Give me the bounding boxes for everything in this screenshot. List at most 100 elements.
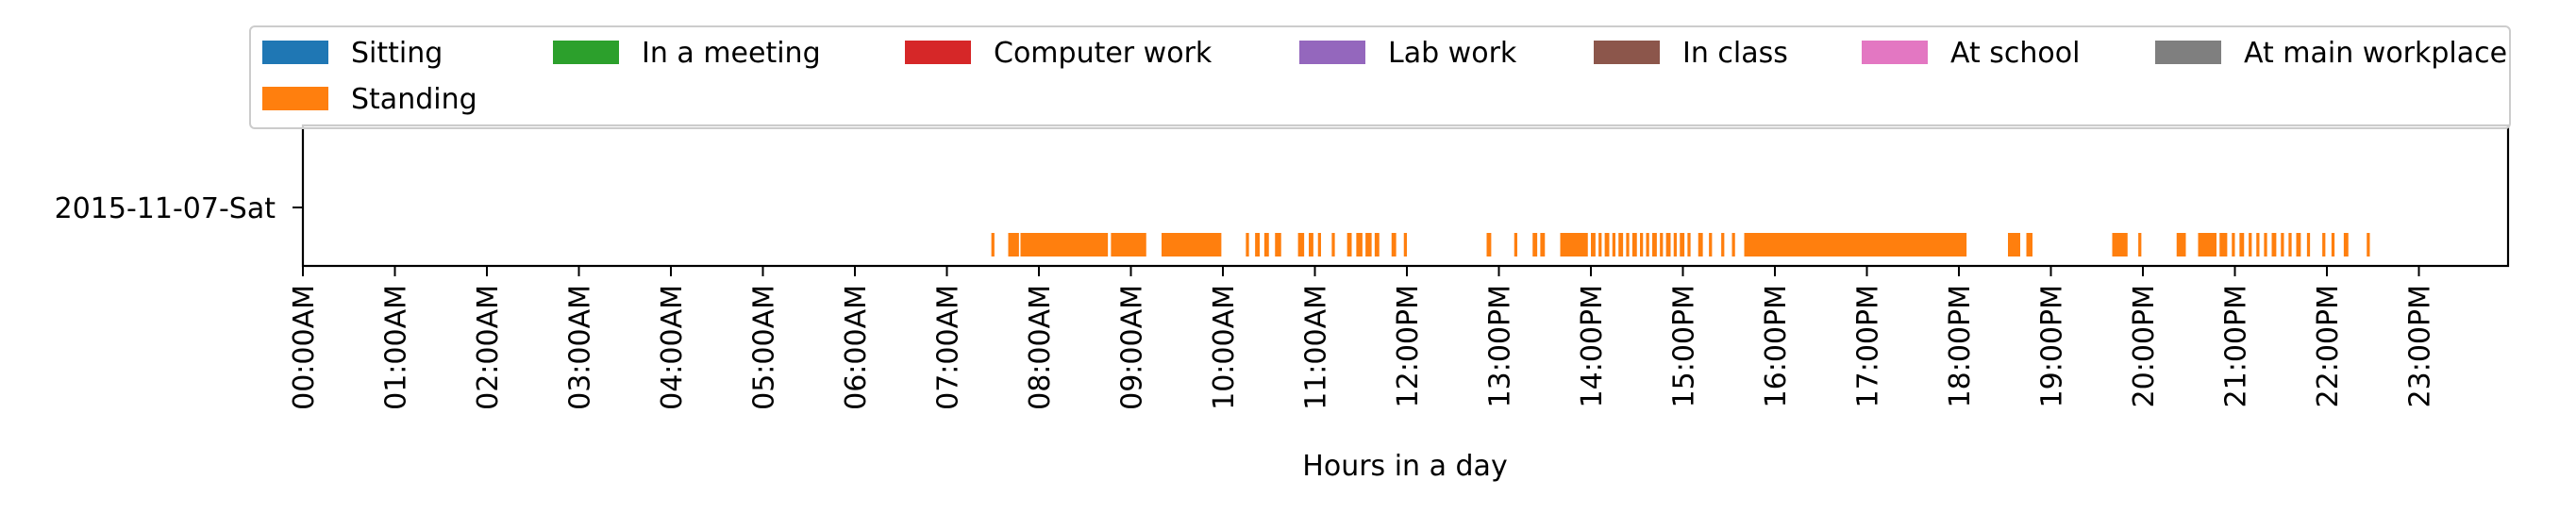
standing-interval-bar xyxy=(2343,233,2349,256)
x-tick-label: 08:00AM xyxy=(1024,285,1057,410)
standing-interval-bar xyxy=(2138,233,2142,256)
standing-interval-bar xyxy=(2296,233,2301,256)
legend-frame xyxy=(249,25,2511,129)
legend: Sitting In a meeting Computer work Lab work… xyxy=(249,25,2511,129)
standing-interval-bar xyxy=(1374,233,1380,256)
x-axis-label: Hours in a day xyxy=(1302,450,1507,483)
standing-interval-bar xyxy=(1721,233,1725,256)
standing-interval-bar xyxy=(2026,233,2032,256)
x-tick-label: 04:00AM xyxy=(656,285,689,410)
legend-label: Lab work xyxy=(1388,37,1517,70)
standing-interval-bar xyxy=(1640,233,1644,256)
x-tick-label: 01:00AM xyxy=(380,285,413,410)
standing-interval-bar xyxy=(2198,233,2216,256)
legend-swatch xyxy=(262,87,328,110)
x-tick-label: 06:00AM xyxy=(840,285,873,410)
legend-label: Computer work xyxy=(994,37,1213,70)
x-tick-label: 07:00AM xyxy=(932,285,965,410)
standing-interval-bar xyxy=(991,233,995,256)
standing-interval-bar xyxy=(1540,233,1546,256)
standing-interval-bar xyxy=(2219,233,2228,256)
bars-layer xyxy=(991,233,2370,256)
standing-interval-bar xyxy=(1687,233,1691,256)
legend-label: Sitting xyxy=(351,37,443,70)
standing-interval-bar xyxy=(1560,233,1588,256)
x-tick-label: 19:00PM xyxy=(2036,285,2069,407)
standing-interval-bar xyxy=(2281,233,2284,256)
x-tick-label: 22:00PM xyxy=(2312,285,2345,407)
standing-interval-bar xyxy=(1008,233,1019,256)
standing-interval-bar xyxy=(2288,233,2292,256)
x-tick-label: 12:00PM xyxy=(1392,285,1425,407)
standing-interval-bar xyxy=(1356,233,1363,256)
y-tick-label: 2015-11-07-Sat xyxy=(55,192,276,225)
standing-interval-bar xyxy=(1532,233,1538,256)
legend-label: In a meeting xyxy=(642,37,821,70)
legend-label: At main workplace xyxy=(2244,37,2507,70)
standing-interval-bar xyxy=(1331,233,1335,256)
standing-interval-bar xyxy=(1309,233,1313,256)
standing-interval-bar xyxy=(2367,233,2370,256)
x-axis: 00:00AM 01:00AM 02:00AM 03:00AM 04:00AM 05:00… xyxy=(288,266,2437,410)
standing-interval-bar xyxy=(2256,233,2260,256)
x-tick-label: 10:00AM xyxy=(1208,285,1241,410)
x-tick-label: 15:00PM xyxy=(1668,285,1701,407)
x-tick-label: 00:00AM xyxy=(288,285,321,410)
standing-interval-bar xyxy=(1631,233,1637,256)
standing-interval-bar xyxy=(1626,233,1630,256)
standing-interval-bar xyxy=(1731,233,1735,256)
legend-label: Standing xyxy=(351,83,477,116)
x-tick-label: 16:00PM xyxy=(1760,285,1793,407)
x-tick-label: 13:00PM xyxy=(1484,285,1517,407)
x-tick-label: 02:00AM xyxy=(472,285,505,410)
standing-interval-bar xyxy=(1665,233,1671,256)
standing-interval-bar xyxy=(1347,233,1352,256)
standing-interval-bar xyxy=(1486,233,1492,256)
legend-label: In class xyxy=(1682,37,1788,70)
x-tick-label: 11:00AM xyxy=(1300,285,1333,410)
standing-interval-bar xyxy=(1618,233,1624,256)
standing-interval-bar xyxy=(1514,233,1517,256)
x-tick-label: 14:00PM xyxy=(1576,285,1609,407)
standing-interval-bar xyxy=(2249,233,2252,256)
standing-interval-bar xyxy=(1255,233,1260,256)
legend-swatch xyxy=(1299,41,1365,64)
standing-interval-bar xyxy=(2306,233,2311,256)
x-tick-label: 09:00AM xyxy=(1116,285,1149,410)
standing-interval-bar xyxy=(1317,233,1321,256)
standing-interval-bar xyxy=(2176,233,2186,256)
standing-interval-bar xyxy=(2008,233,2020,256)
standing-interval-bar xyxy=(1403,233,1407,256)
standing-interval-bar xyxy=(1680,233,1685,256)
x-tick-label: 23:00PM xyxy=(2404,285,2437,407)
x-tick-label: 05:00AM xyxy=(748,285,781,410)
standing-interval-bar xyxy=(2239,233,2245,256)
standing-interval-bar xyxy=(1598,233,1602,256)
standing-interval-bar xyxy=(1591,233,1596,256)
legend-swatch xyxy=(2155,41,2221,64)
standing-interval-bar xyxy=(1246,233,1249,256)
standing-interval-bar xyxy=(1365,233,1372,256)
standing-interval-bar xyxy=(2264,233,2267,256)
standing-interval-bar xyxy=(1604,233,1610,256)
x-tick-label: 18:00PM xyxy=(1944,285,1977,407)
standing-interval-bar xyxy=(1673,233,1677,256)
legend-label: At school xyxy=(1950,37,2080,70)
standing-interval-bar xyxy=(1391,233,1397,256)
x-tick-label: 17:00PM xyxy=(1852,285,1885,407)
standing-interval-bar xyxy=(1747,233,1967,256)
standing-interval-bar xyxy=(2232,233,2235,256)
standing-interval-bar xyxy=(1297,233,1305,256)
standing-interval-bar xyxy=(1020,233,1109,256)
standing-interval-bar xyxy=(1612,233,1615,256)
standing-interval-bar xyxy=(1646,233,1649,256)
x-tick-label: 03:00AM xyxy=(564,285,597,410)
standing-interval-bar xyxy=(2331,233,2335,256)
standing-interval-bar xyxy=(1275,233,1281,256)
standing-interval-bar xyxy=(1652,233,1657,256)
legend-swatch xyxy=(262,41,328,64)
standing-interval-bar xyxy=(2322,233,2326,256)
standing-interval-bar xyxy=(1263,233,1269,256)
